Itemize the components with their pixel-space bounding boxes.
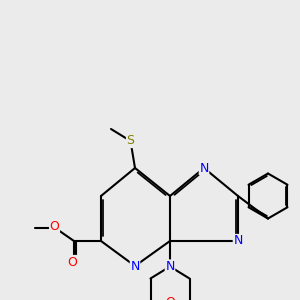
- Text: N: N: [165, 260, 175, 273]
- Text: O: O: [165, 296, 175, 300]
- Text: N: N: [233, 235, 243, 248]
- Text: N: N: [199, 161, 209, 175]
- Text: N: N: [130, 260, 140, 272]
- Text: S: S: [127, 134, 134, 148]
- Text: O: O: [50, 220, 59, 232]
- Text: O: O: [68, 256, 77, 268]
